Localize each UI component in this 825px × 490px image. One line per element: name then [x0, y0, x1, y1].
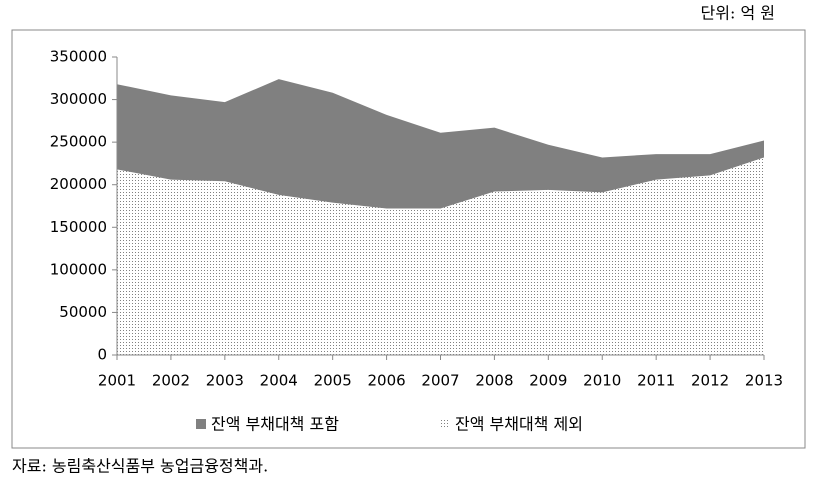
x-tick-label: 2013: [745, 372, 783, 390]
x-tick-label: 2006: [367, 372, 405, 390]
y-tick-label: 100000: [50, 260, 107, 278]
area: [117, 157, 764, 355]
x-tick-label: 2008: [475, 372, 513, 390]
x-tick-label: 2005: [314, 372, 352, 390]
x-tick-label: 2001: [98, 372, 136, 390]
y-tick-label: 350000: [50, 48, 107, 66]
x-tick-label: 2011: [637, 372, 675, 390]
y-tick-label: 200000: [50, 175, 107, 193]
legend-label: 잔액 부채대책 포함: [211, 415, 339, 434]
x-tick-label: 2004: [260, 372, 298, 390]
x-tick-label: 2012: [691, 372, 729, 390]
source-note: 자료: 농림축산식품부 농업금융정책과.: [12, 457, 268, 476]
legend-swatch: [440, 419, 450, 429]
y-tick-label: 0: [97, 346, 107, 364]
unit-note: 단위: 억 원: [701, 4, 775, 23]
legend-label: 잔액 부채대책 제외: [455, 415, 583, 434]
y-tick-label: 300000: [50, 90, 107, 108]
x-tick-label: 2010: [583, 372, 621, 390]
y-tick-label: 50000: [59, 303, 107, 321]
x-tick-label: 2009: [529, 372, 567, 390]
chart-frame: [11, 29, 806, 449]
legend-swatch: [196, 419, 206, 429]
x-tick-label: 2007: [421, 372, 459, 390]
y-tick-label: 250000: [50, 133, 107, 151]
x-tick-label: 2002: [152, 372, 190, 390]
x-tick-label: 2003: [206, 372, 244, 390]
y-tick-label: 150000: [50, 218, 107, 236]
